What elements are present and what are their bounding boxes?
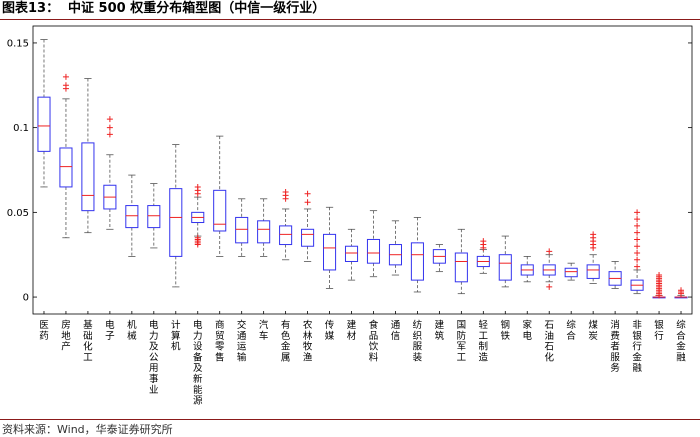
y-tick-label: 0.15 xyxy=(7,38,29,49)
box xyxy=(454,252,468,283)
source-rule xyxy=(0,419,700,420)
outlier-marker xyxy=(634,243,641,250)
figure-title: 图表13： 中证 500 权重分布箱型图（中信一级行业） xyxy=(0,0,700,20)
figure-label: 图表13： xyxy=(2,1,60,16)
x-tick-label: 机械 xyxy=(127,319,137,342)
x-tick-label: 计算机 xyxy=(171,319,181,353)
outlier-marker xyxy=(634,229,641,236)
outlier-marker xyxy=(282,189,289,196)
box xyxy=(323,233,337,271)
x-tick-label: 建筑 xyxy=(435,319,445,342)
x-tick-label: 钢铁 xyxy=(501,319,511,342)
x-tick-label: 银行 xyxy=(654,319,664,342)
outlier-marker xyxy=(634,209,641,216)
outlier-marker xyxy=(634,216,641,223)
outlier-marker xyxy=(62,82,69,89)
box xyxy=(498,254,512,281)
x-tick-label: 房地产 xyxy=(61,319,71,353)
x-tick-label: 消费者服务 xyxy=(610,319,620,374)
box xyxy=(59,147,73,188)
x-tick-label: 交通运输 xyxy=(237,319,247,363)
outlier-marker xyxy=(546,283,553,290)
figure-title-text: 中证 500 权重分布箱型图（中信一级行业） xyxy=(68,1,326,16)
box xyxy=(301,228,315,247)
outlier-marker xyxy=(106,124,113,131)
outlier-marker xyxy=(634,222,641,229)
x-tick-label: 医药 xyxy=(39,320,49,342)
plot-frame xyxy=(32,25,693,315)
box xyxy=(410,242,424,281)
outlier-marker xyxy=(634,250,641,257)
outlier-marker xyxy=(634,263,641,270)
box xyxy=(169,188,183,257)
x-tick-label: 通信 xyxy=(391,320,401,342)
outlier-marker xyxy=(304,199,311,206)
box xyxy=(366,238,381,264)
outlier-marker xyxy=(656,272,663,279)
box xyxy=(586,264,600,279)
x-tick-label: 电子 xyxy=(105,319,115,342)
x-tick-label: 轻工制造 xyxy=(479,319,489,363)
box xyxy=(257,220,271,244)
box xyxy=(125,205,139,229)
box xyxy=(213,189,227,232)
x-tick-label: 商贸零售 xyxy=(215,319,225,363)
outlier-marker xyxy=(590,231,597,238)
outlier-marker xyxy=(634,256,641,263)
box xyxy=(147,205,161,229)
x-tick-label: 电力及公用事业 xyxy=(149,319,159,396)
x-tick-label: 基础化工 xyxy=(83,319,93,363)
x-tick-label: 煤炭 xyxy=(588,319,598,342)
outlier-marker xyxy=(106,116,113,123)
outlier-marker xyxy=(194,183,201,190)
x-tick-label: 综合 xyxy=(566,319,576,342)
outlier-marker xyxy=(480,238,487,245)
outlier-marker xyxy=(546,248,553,255)
y-tick-label: 0.05 xyxy=(7,208,29,219)
x-tick-label: 传媒 xyxy=(325,319,335,342)
outlier-marker xyxy=(62,73,69,80)
x-tick-label: 汽车 xyxy=(259,319,269,342)
source-note: 资料来源：Wind，华泰证券研究所 xyxy=(2,423,173,436)
outlier-marker xyxy=(634,236,641,243)
x-tick-label: 家电 xyxy=(522,319,532,342)
x-tick-label: 电力设备及新能源 xyxy=(193,319,203,407)
x-tick-label: 石油石化 xyxy=(544,320,554,363)
outlier-marker xyxy=(304,190,311,197)
outlier-marker xyxy=(678,287,685,294)
y-tick-label: 0 xyxy=(23,293,29,304)
x-tick-label: 有色金属 xyxy=(281,319,291,363)
x-tick-label: 纺织服装 xyxy=(413,319,423,363)
box xyxy=(81,142,95,212)
box xyxy=(37,96,51,152)
x-tick-label: 国防军工 xyxy=(457,320,467,363)
box xyxy=(235,216,249,244)
x-tick-label: 食品饮料 xyxy=(369,319,379,363)
x-tick-label: 非银行金融 xyxy=(632,319,642,374)
y-tick-label: 0.1 xyxy=(13,123,29,134)
x-tick-label: 农林牧渔 xyxy=(303,319,313,363)
box xyxy=(344,245,359,262)
x-tick-label: 建材 xyxy=(347,319,357,342)
title-rule xyxy=(0,19,700,20)
outlier-marker xyxy=(194,234,201,241)
box xyxy=(564,267,578,278)
box xyxy=(279,225,293,246)
outlier-marker xyxy=(106,131,113,138)
x-tick-label: 综合金融 xyxy=(676,319,686,363)
